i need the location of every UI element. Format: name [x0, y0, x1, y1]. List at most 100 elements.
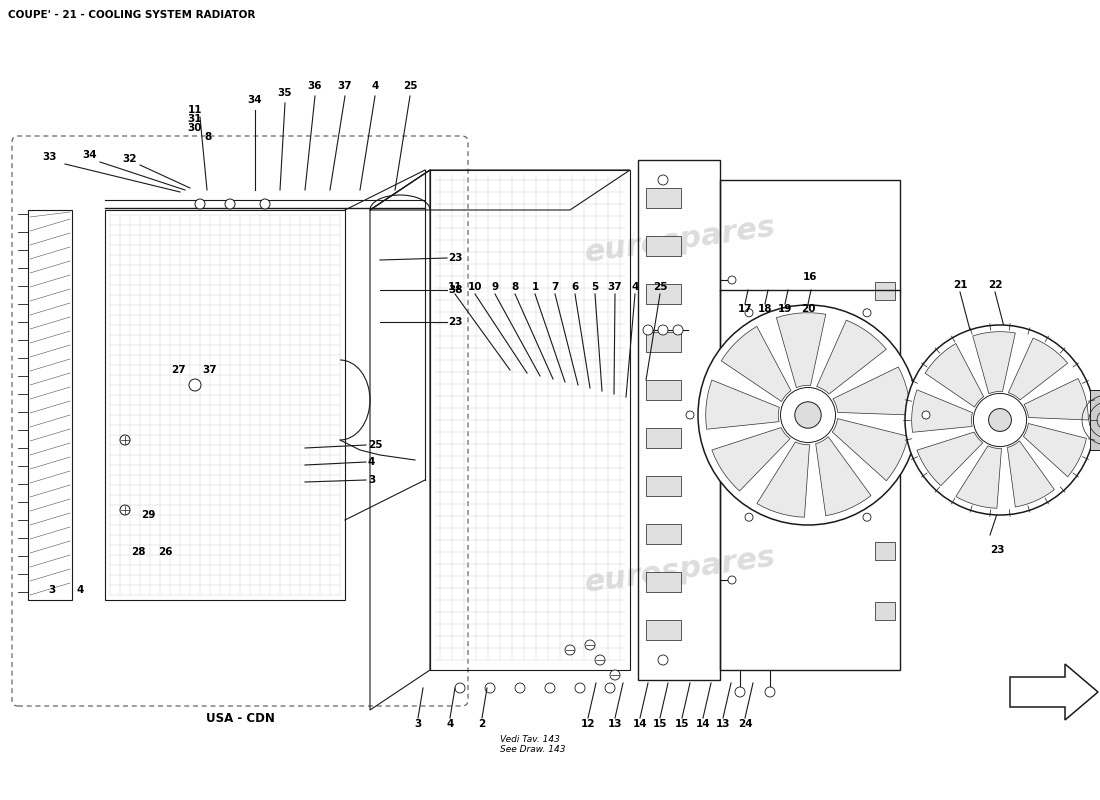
- Text: 35: 35: [277, 88, 293, 98]
- Circle shape: [698, 305, 918, 525]
- Text: 37: 37: [607, 282, 623, 292]
- Text: 4: 4: [372, 81, 378, 91]
- Text: 11: 11: [188, 105, 202, 115]
- Bar: [646, 380, 681, 400]
- Circle shape: [905, 325, 1094, 515]
- Circle shape: [728, 576, 736, 584]
- Circle shape: [585, 640, 595, 650]
- Circle shape: [226, 199, 235, 209]
- Text: 18: 18: [758, 304, 772, 314]
- FancyBboxPatch shape: [12, 136, 468, 706]
- Circle shape: [485, 683, 495, 693]
- Text: USA - CDN: USA - CDN: [206, 712, 274, 725]
- Text: 34: 34: [82, 150, 97, 160]
- Text: 15: 15: [652, 719, 668, 729]
- Circle shape: [120, 505, 130, 515]
- Bar: [646, 188, 681, 208]
- Bar: [28, 210, 72, 600]
- Polygon shape: [972, 332, 1015, 394]
- Bar: [1090, 390, 1100, 450]
- Circle shape: [745, 309, 754, 317]
- Circle shape: [781, 387, 836, 442]
- Circle shape: [673, 325, 683, 335]
- Text: 34: 34: [248, 95, 262, 105]
- Text: 4: 4: [631, 282, 639, 292]
- Bar: [646, 332, 681, 352]
- Circle shape: [455, 683, 465, 693]
- Text: 2: 2: [478, 719, 485, 729]
- Bar: [874, 602, 895, 620]
- Circle shape: [864, 513, 871, 521]
- Circle shape: [989, 409, 1011, 431]
- Circle shape: [764, 687, 776, 697]
- Text: 3: 3: [48, 585, 56, 595]
- Text: 15: 15: [674, 719, 690, 729]
- Text: 38: 38: [448, 285, 462, 295]
- Circle shape: [864, 309, 871, 317]
- Text: 12: 12: [581, 719, 595, 729]
- Circle shape: [658, 175, 668, 185]
- Circle shape: [795, 402, 822, 428]
- Circle shape: [189, 379, 201, 391]
- Text: 25: 25: [368, 440, 383, 450]
- Polygon shape: [816, 320, 887, 394]
- Text: 21: 21: [953, 280, 967, 290]
- Circle shape: [605, 683, 615, 693]
- Text: 23: 23: [448, 317, 462, 327]
- Bar: [646, 572, 681, 592]
- Circle shape: [658, 325, 668, 335]
- Polygon shape: [912, 390, 972, 432]
- Bar: [646, 236, 681, 256]
- Bar: [646, 284, 681, 304]
- Circle shape: [120, 435, 130, 445]
- Text: 10: 10: [468, 282, 482, 292]
- Text: 30: 30: [188, 123, 202, 133]
- Polygon shape: [833, 367, 911, 415]
- Text: 13: 13: [607, 719, 623, 729]
- Bar: [638, 160, 721, 680]
- Text: 19: 19: [778, 304, 792, 314]
- Circle shape: [974, 394, 1026, 446]
- Text: 17: 17: [738, 304, 752, 314]
- Text: 4: 4: [447, 719, 453, 729]
- Text: 32: 32: [123, 154, 138, 164]
- Bar: [874, 442, 895, 460]
- Circle shape: [565, 645, 575, 655]
- Text: 4: 4: [76, 585, 84, 595]
- Text: 3: 3: [368, 475, 375, 485]
- Polygon shape: [956, 446, 1001, 508]
- Text: 5: 5: [592, 282, 598, 292]
- Text: 25: 25: [652, 282, 668, 292]
- Text: eurospares: eurospares: [583, 542, 778, 598]
- Circle shape: [728, 276, 736, 284]
- Text: 8: 8: [205, 132, 211, 142]
- Text: 9: 9: [492, 282, 498, 292]
- Text: eurospares: eurospares: [583, 212, 778, 268]
- Text: 4: 4: [368, 457, 375, 467]
- Bar: [646, 476, 681, 496]
- Polygon shape: [816, 437, 871, 516]
- Text: eurospares: eurospares: [102, 558, 297, 613]
- Text: 25: 25: [403, 81, 417, 91]
- Circle shape: [658, 655, 668, 665]
- Circle shape: [195, 199, 205, 209]
- Circle shape: [260, 199, 270, 209]
- Text: 29: 29: [141, 510, 155, 520]
- Circle shape: [728, 476, 736, 484]
- Polygon shape: [757, 442, 810, 518]
- Text: Vedi Tav. 143
See Draw. 143: Vedi Tav. 143 See Draw. 143: [500, 735, 565, 754]
- Text: 14: 14: [695, 719, 711, 729]
- Bar: [646, 620, 681, 640]
- Bar: [720, 180, 900, 670]
- Text: 37: 37: [338, 81, 352, 91]
- Circle shape: [610, 670, 620, 680]
- Bar: [874, 542, 895, 560]
- Polygon shape: [925, 343, 983, 407]
- Text: 22: 22: [988, 280, 1002, 290]
- Circle shape: [922, 411, 930, 419]
- Bar: [646, 524, 681, 544]
- Text: 27: 27: [170, 365, 185, 375]
- Text: 28: 28: [131, 547, 145, 557]
- Circle shape: [728, 376, 736, 384]
- Text: 6: 6: [571, 282, 579, 292]
